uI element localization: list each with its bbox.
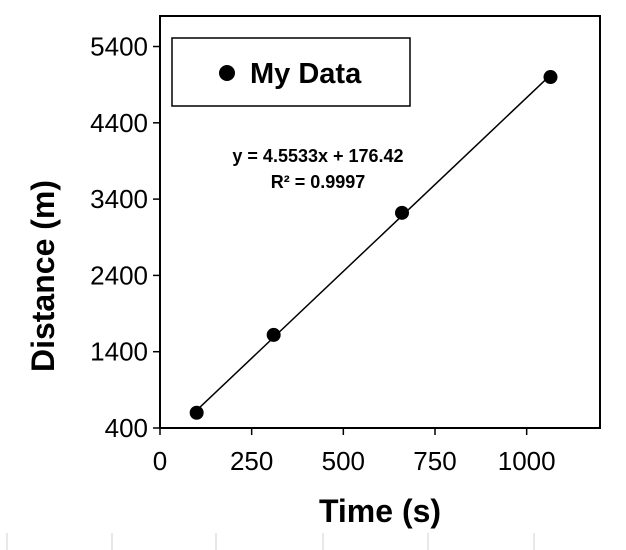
legend-label: My Data <box>250 58 362 90</box>
x-tick-label: 250 <box>230 446 273 476</box>
y-tick-label: 4400 <box>90 108 148 138</box>
legend-marker <box>219 65 235 81</box>
x-tick-label: 0 <box>153 446 167 476</box>
y-tick-label: 2400 <box>90 260 148 290</box>
y-axis-ticks: 400 1400 2400 3400 4400 5400 <box>90 32 160 443</box>
legend-box <box>171 37 411 107</box>
legend: My Data <box>171 37 411 107</box>
x-tick-label: 750 <box>413 446 456 476</box>
trendline-r-squared: R² = 0.9997 <box>271 172 366 192</box>
y-tick-label: 1400 <box>90 337 148 367</box>
y-axis-title: Distance (m) <box>25 180 61 372</box>
trendline-equation: y = 4.5533x + 176.42 <box>232 146 403 166</box>
x-axis-ticks: 0 250 500 750 1000 <box>153 428 556 476</box>
y-tick-label: 5400 <box>90 32 148 62</box>
y-tick-label: 3400 <box>90 184 148 214</box>
sheet-gridline-marks <box>6 533 535 550</box>
data-point <box>266 327 281 342</box>
x-tick-label: 500 <box>322 446 365 476</box>
y-tick-label: 400 <box>105 413 148 443</box>
x-axis-title: Time (s) <box>319 493 441 529</box>
data-points <box>189 70 558 420</box>
data-point <box>543 70 558 85</box>
x-tick-label: 1000 <box>498 446 556 476</box>
data-point <box>395 205 409 220</box>
trendline <box>196 74 552 411</box>
data-point <box>189 405 204 420</box>
